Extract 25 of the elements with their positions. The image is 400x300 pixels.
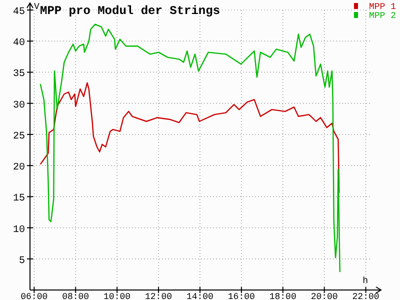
y-axis-title: V: [34, 2, 40, 12]
x-tick-label: 08:00: [62, 292, 90, 300]
y-tick-label: 35: [12, 69, 25, 80]
y-tick-label: 5: [18, 256, 25, 267]
x-tick-label: 20:00: [310, 292, 338, 300]
x-axis-title: h: [362, 276, 368, 286]
x-tick-label: 16:00: [228, 292, 255, 300]
y-tick-label: 20: [12, 162, 25, 174]
legend-label: MPP 2: [368, 11, 396, 21]
x-tick-label: 18:00: [269, 292, 296, 300]
line-series: [40, 24, 340, 273]
x-tick-label: 12:00: [145, 292, 172, 300]
line-series: [40, 82, 340, 194]
x-tick-label: 10:00: [104, 292, 131, 300]
legend-label: MPP 1: [368, 2, 396, 12]
y-tick-label: 15: [12, 194, 25, 205]
chart-title: MPP pro Modul der Strings: [40, 4, 220, 18]
y-tick-label: 10: [12, 224, 25, 236]
y-tick-label: 40: [12, 38, 25, 50]
y-tick-label: 45: [12, 7, 25, 18]
x-tick-label: 22:00: [352, 292, 380, 300]
y-tick-label: 25: [12, 131, 25, 142]
y-tick-label: 30: [12, 100, 25, 112]
x-tick-label: 14:00: [186, 292, 214, 300]
x-tick-label: 06:00: [20, 292, 48, 300]
